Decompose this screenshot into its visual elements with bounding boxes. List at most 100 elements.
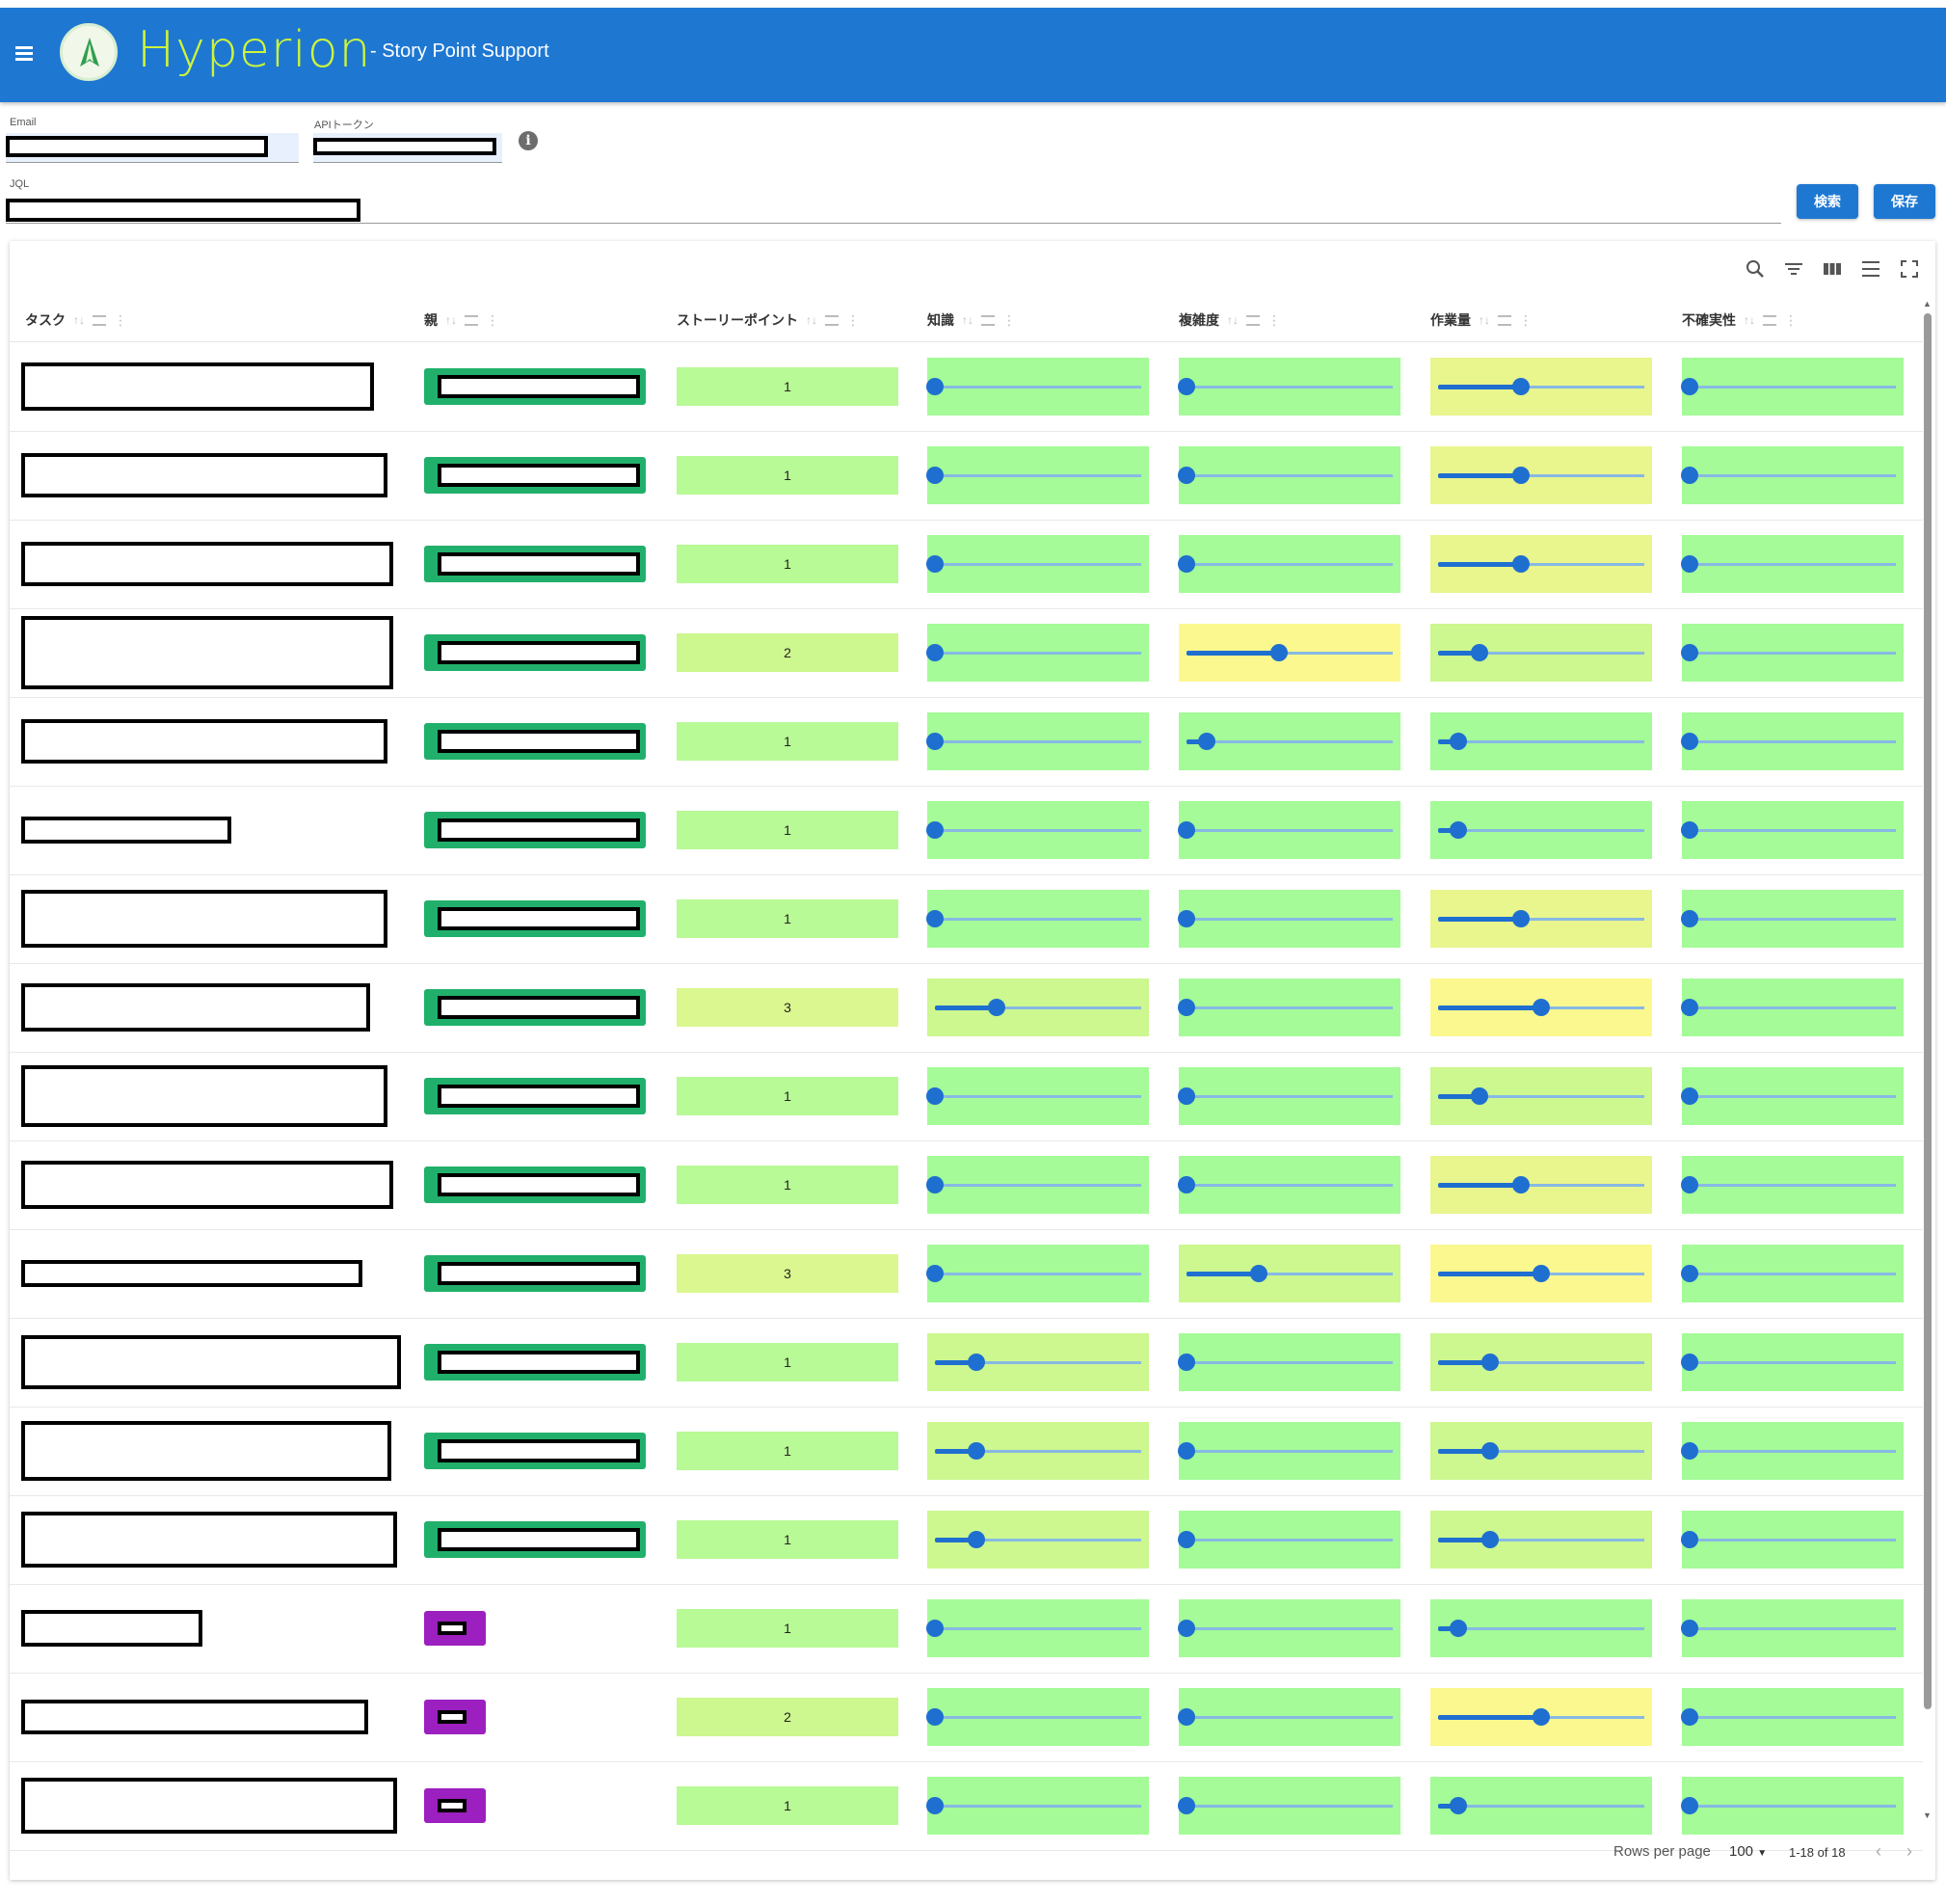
complexity-slider[interactable] — [1178, 446, 1400, 504]
effort-slider[interactable] — [1430, 1777, 1652, 1835]
col-knowledge-header[interactable]: 知識 ↑↓ ⋮ — [927, 310, 1016, 330]
knowledge-slider[interactable] — [926, 1599, 1149, 1657]
slider-track[interactable] — [935, 563, 1141, 566]
slider-track[interactable] — [1690, 740, 1896, 743]
knowledge-slider[interactable] — [926, 1777, 1149, 1835]
slider-thumb[interactable] — [1511, 467, 1530, 484]
uncertainty-slider[interactable] — [1681, 1156, 1904, 1214]
sort-icon[interactable]: ↑↓ — [1744, 313, 1755, 327]
slider-thumb[interactable] — [1270, 644, 1289, 661]
knowledge-slider[interactable] — [926, 1245, 1149, 1302]
complexity-slider[interactable] — [1178, 979, 1400, 1036]
slider-track[interactable] — [1438, 1627, 1644, 1630]
effort-slider[interactable] — [1430, 624, 1652, 682]
redacted-task[interactable] — [21, 983, 370, 1032]
info-icon[interactable]: i — [519, 131, 538, 150]
parent-chip[interactable] — [424, 1078, 646, 1114]
effort-slider[interactable] — [1430, 446, 1652, 504]
column-menu-icon[interactable]: ⋮ — [486, 311, 499, 328]
slider-thumb[interactable] — [926, 1620, 944, 1637]
sort-icon[interactable]: ↑↓ — [806, 313, 817, 327]
slider-thumb[interactable] — [1178, 1087, 1195, 1105]
slider-track[interactable] — [1186, 1450, 1393, 1453]
slider-thumb[interactable] — [926, 1265, 944, 1282]
slider-track[interactable] — [935, 1361, 1141, 1364]
save-button[interactable]: 保存 — [1874, 184, 1935, 219]
slider-thumb[interactable] — [1470, 644, 1488, 661]
slider-track[interactable] — [1690, 1539, 1896, 1542]
rows-per-page-select[interactable]: 100 ▼ — [1729, 1843, 1767, 1860]
uncertainty-slider[interactable] — [1681, 1422, 1904, 1480]
effort-slider[interactable] — [1430, 1599, 1652, 1657]
slider-track[interactable] — [1438, 386, 1644, 389]
slider-track[interactable] — [1438, 1361, 1644, 1364]
effort-slider[interactable] — [1430, 1688, 1652, 1746]
knowledge-slider[interactable] — [926, 1156, 1149, 1214]
slider-thumb[interactable] — [926, 821, 944, 839]
knowledge-slider[interactable] — [926, 1067, 1149, 1125]
effort-slider[interactable] — [1430, 1245, 1652, 1302]
slider-track[interactable] — [1186, 1006, 1393, 1009]
column-menu-icon[interactable]: ⋮ — [1519, 311, 1533, 328]
parent-chip[interactable] — [424, 1611, 486, 1646]
slider-track[interactable] — [1186, 1273, 1393, 1275]
effort-slider[interactable] — [1430, 1067, 1652, 1125]
complexity-slider[interactable] — [1178, 1511, 1400, 1569]
slider-track[interactable] — [1186, 1716, 1393, 1719]
slider-thumb[interactable] — [926, 1708, 944, 1726]
uncertainty-slider[interactable] — [1681, 890, 1904, 948]
slider-track[interactable] — [935, 1539, 1141, 1542]
uncertainty-slider[interactable] — [1681, 624, 1904, 682]
uncertainty-slider[interactable] — [1681, 535, 1904, 593]
slider-thumb[interactable] — [926, 378, 944, 395]
complexity-slider[interactable] — [1178, 1422, 1400, 1480]
slider-track[interactable] — [1690, 1716, 1896, 1719]
parent-chip[interactable] — [424, 457, 646, 494]
slider-track[interactable] — [1186, 918, 1393, 921]
slider-thumb[interactable] — [1511, 910, 1530, 927]
slider-track[interactable] — [935, 1805, 1141, 1808]
chevron-right-icon[interactable]: › — [1906, 1841, 1912, 1861]
slider-track[interactable] — [1186, 1095, 1393, 1098]
effort-slider[interactable] — [1430, 712, 1652, 770]
col-story-point-header[interactable]: ストーリーポイント ↑↓ ⋮ — [677, 310, 860, 330]
effort-slider[interactable] — [1430, 535, 1652, 593]
email-field[interactable] — [6, 133, 299, 163]
redacted-task[interactable] — [21, 1700, 368, 1734]
slider-thumb[interactable] — [1681, 733, 1698, 750]
redacted-task[interactable] — [21, 719, 387, 764]
slider-track[interactable] — [1438, 563, 1644, 566]
slider-track[interactable] — [1690, 1361, 1896, 1364]
parent-chip[interactable] — [424, 812, 646, 848]
knowledge-slider[interactable] — [926, 890, 1149, 948]
uncertainty-slider[interactable] — [1681, 979, 1904, 1036]
uncertainty-slider[interactable] — [1681, 1511, 1904, 1569]
slider-track[interactable] — [1438, 1095, 1644, 1098]
slider-thumb[interactable] — [1681, 1087, 1698, 1105]
complexity-slider[interactable] — [1178, 1156, 1400, 1214]
redacted-task[interactable] — [21, 890, 387, 948]
sort-icon[interactable]: ↑↓ — [1479, 313, 1490, 327]
complexity-slider[interactable] — [1178, 801, 1400, 859]
slider-track[interactable] — [1186, 563, 1393, 566]
slider-thumb[interactable] — [926, 1087, 944, 1105]
slider-thumb[interactable] — [1681, 1797, 1698, 1814]
drag-handle-icon[interactable] — [1498, 314, 1511, 326]
drag-handle-icon[interactable] — [465, 314, 478, 326]
columns-icon[interactable] — [1822, 258, 1843, 280]
drag-handle-icon[interactable] — [825, 314, 839, 326]
knowledge-slider[interactable] — [927, 979, 1149, 1036]
slider-thumb[interactable] — [1533, 1265, 1550, 1282]
uncertainty-slider[interactable] — [1681, 1777, 1904, 1835]
slider-thumb[interactable] — [1681, 1265, 1698, 1282]
slider-track[interactable] — [935, 740, 1141, 743]
slider-thumb[interactable] — [1681, 378, 1698, 395]
slider-track[interactable] — [1438, 740, 1644, 743]
slider-thumb[interactable] — [967, 1354, 985, 1371]
slider-thumb[interactable] — [1470, 1087, 1488, 1105]
uncertainty-slider[interactable] — [1681, 1245, 1904, 1302]
slider-thumb[interactable] — [1681, 1620, 1698, 1637]
slider-thumb[interactable] — [1450, 1797, 1468, 1814]
uncertainty-slider[interactable] — [1681, 1067, 1904, 1125]
complexity-slider[interactable] — [1178, 1333, 1400, 1391]
